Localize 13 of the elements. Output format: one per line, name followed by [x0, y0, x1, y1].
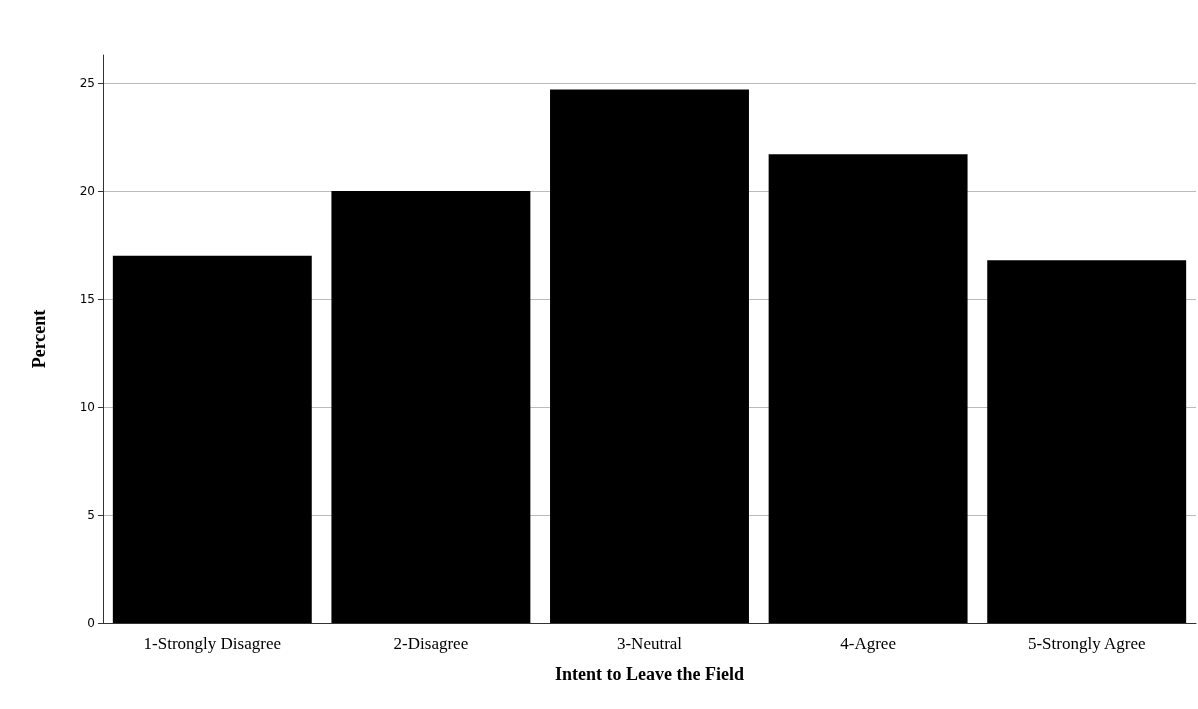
x-tick-label: 3-Neutral — [616, 634, 683, 653]
x-tick-label: 2-Disagree — [393, 634, 469, 653]
y-tick-label: 20 — [79, 184, 95, 199]
y-tick-label: 10 — [79, 400, 95, 415]
x-tick-label: 1-Strongly Disagree — [143, 634, 281, 653]
y-tick-label: 25 — [79, 76, 95, 91]
y-tick-label: 0 — [87, 616, 95, 630]
x-tick-label: 4-Agree — [840, 634, 896, 653]
y-tick-label: 15 — [79, 292, 95, 307]
x-axis-title: Intent to Leave the Field — [555, 664, 744, 684]
y-axis-title: Percent — [29, 309, 49, 369]
y-tick-label: 5 — [87, 508, 95, 523]
x-tick-label: 5-Strongly Agree — [1027, 634, 1146, 653]
